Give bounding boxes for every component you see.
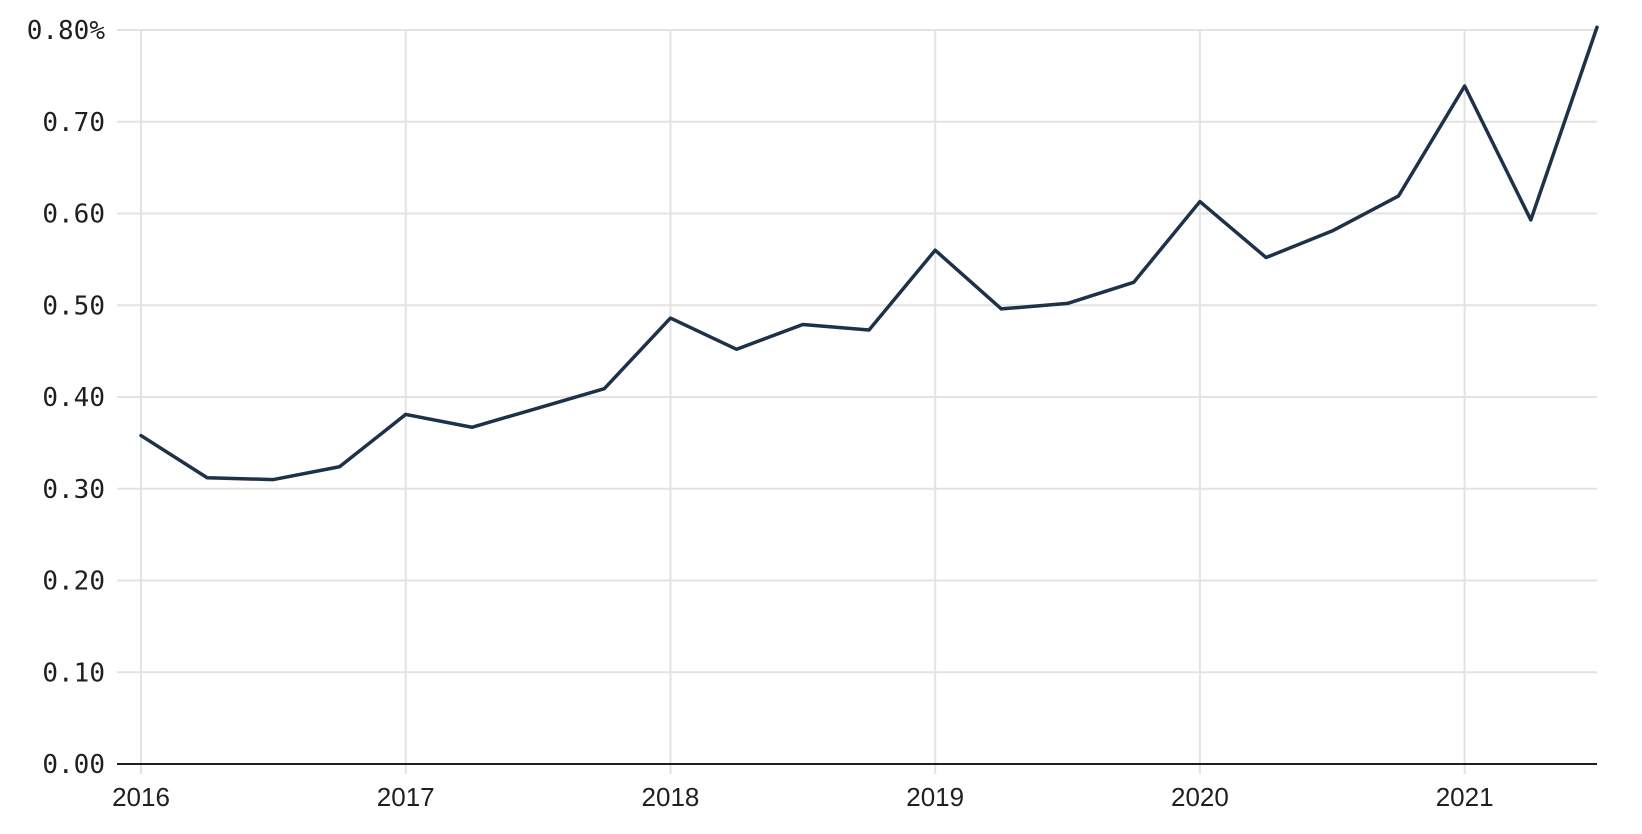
x-tick-label: 2018 xyxy=(642,782,700,812)
y-tick-label: 0.10 xyxy=(42,658,105,688)
data-point xyxy=(1197,199,1202,204)
data-point xyxy=(933,248,938,253)
data-point xyxy=(602,386,607,391)
data-point xyxy=(668,316,673,321)
data-point xyxy=(271,477,276,482)
data-point xyxy=(403,412,408,417)
data-point xyxy=(1330,228,1335,233)
x-tick-label: 2019 xyxy=(906,782,964,812)
x-tick-label: 2020 xyxy=(1171,782,1229,812)
y-tick-label: 0.00 xyxy=(42,750,105,780)
x-tick-label: 2021 xyxy=(1436,782,1494,812)
x-tick-label: 2017 xyxy=(377,782,435,812)
y-tick-label: 0.30 xyxy=(42,475,105,505)
data-point xyxy=(1595,25,1600,30)
data-point xyxy=(1264,255,1269,260)
data-point xyxy=(867,328,872,333)
data-point xyxy=(1396,194,1401,199)
y-tick-label: 0.60 xyxy=(42,200,105,230)
y-tick-label: 0.80% xyxy=(27,16,106,46)
data-point xyxy=(469,425,474,430)
data-point xyxy=(734,347,739,352)
series-layer xyxy=(139,25,1600,482)
y-tick-label: 0.70 xyxy=(42,108,105,138)
data-point xyxy=(1462,83,1467,88)
data-point xyxy=(536,406,541,411)
y-tick-label: 0.40 xyxy=(42,383,105,413)
data-point xyxy=(139,433,144,438)
data-point xyxy=(205,475,210,480)
tick-labels: 0.00 0.10 0.20 0.30 0.40 0.50 0.60 0.70 0.80% 201… xyxy=(27,16,1494,812)
data-point xyxy=(999,306,1004,311)
series-line xyxy=(139,25,1599,482)
y-tick-label: 0.50 xyxy=(42,291,105,321)
data-point xyxy=(1131,280,1136,285)
data-point xyxy=(1528,217,1533,222)
y-tick-label: 0.20 xyxy=(42,567,105,597)
x-tick-label: 2016 xyxy=(112,782,170,812)
grid xyxy=(117,29,1597,774)
data-point xyxy=(800,322,805,327)
data-point xyxy=(1065,301,1070,306)
data-point xyxy=(337,464,342,469)
